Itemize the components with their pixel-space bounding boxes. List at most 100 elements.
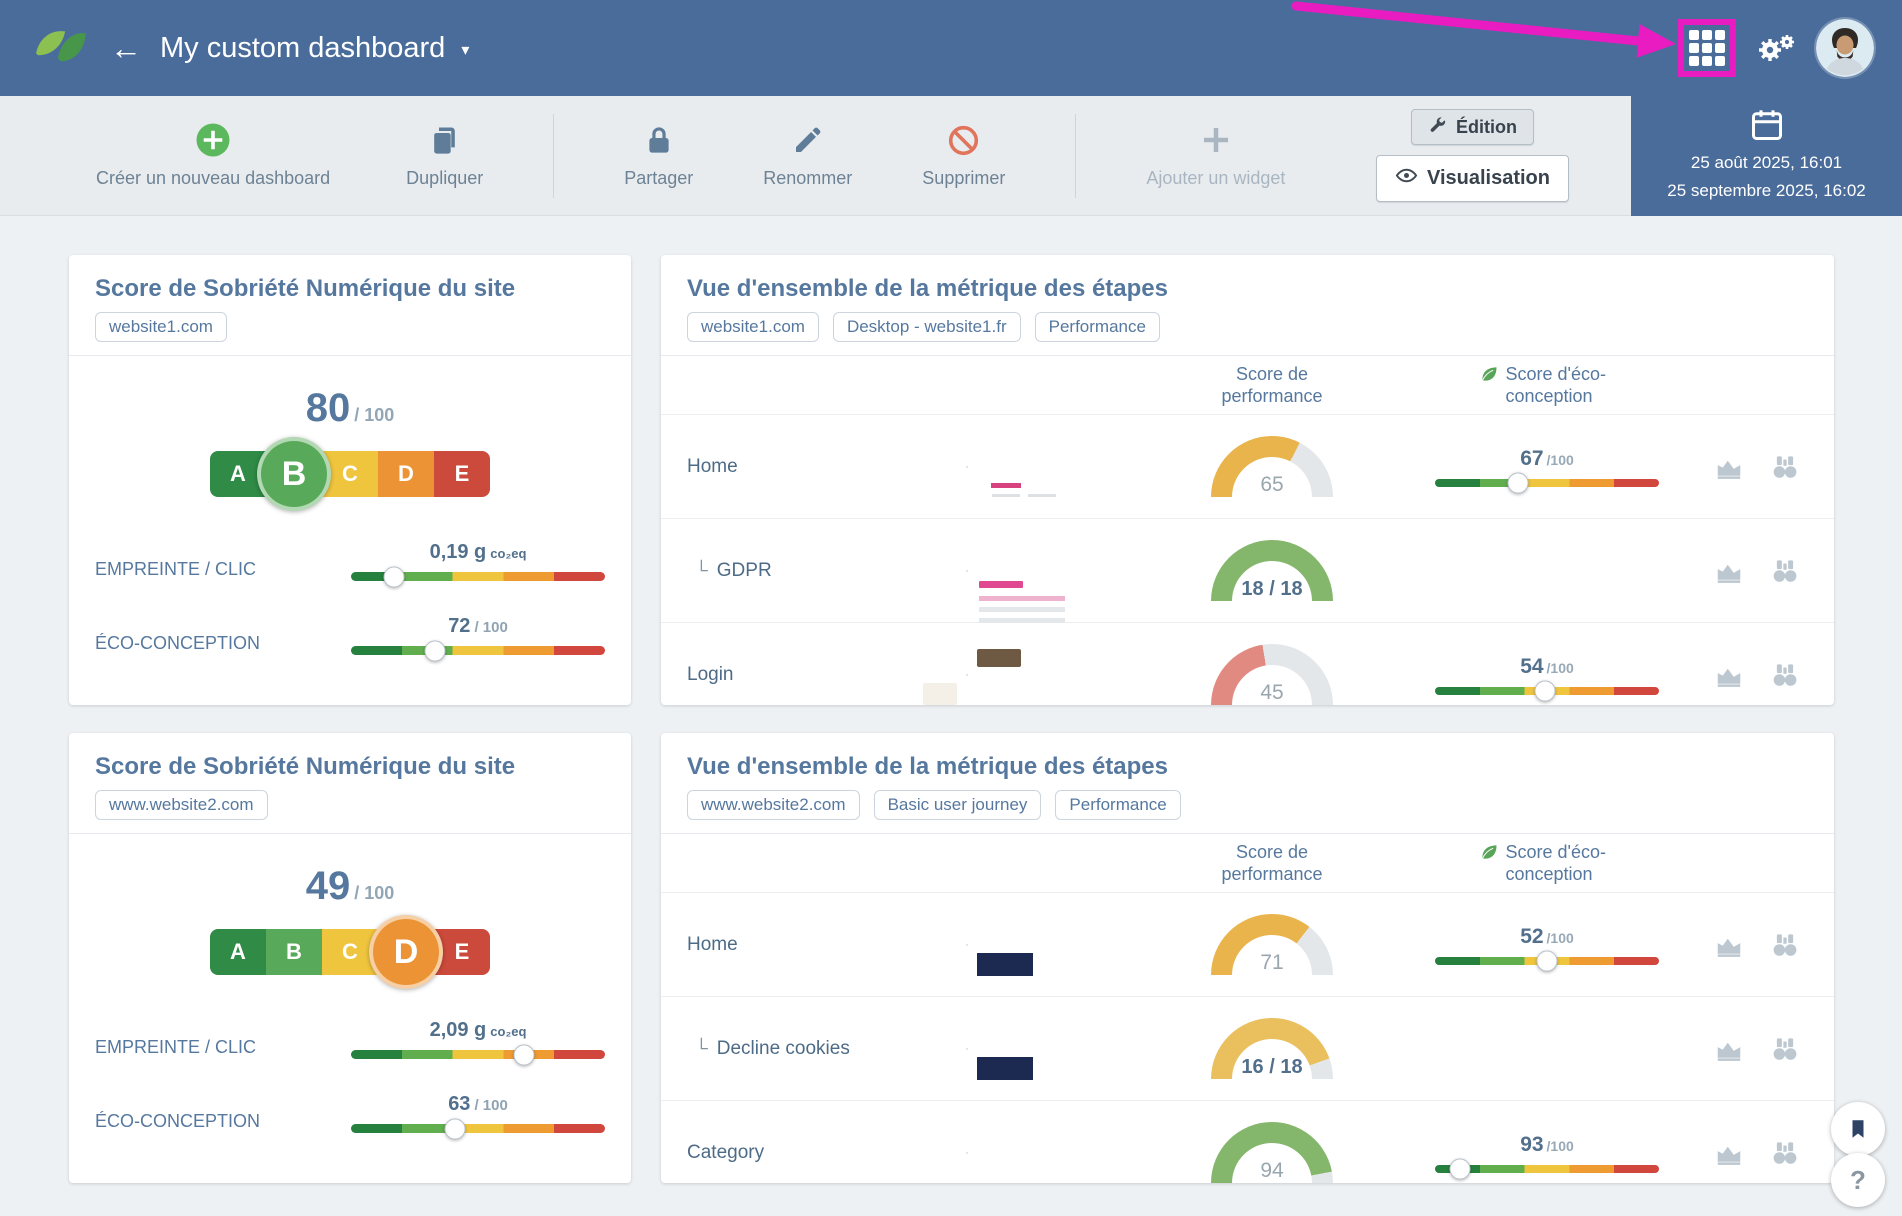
edition-button[interactable]: Édition xyxy=(1410,109,1534,145)
site-tag: www.website2.com xyxy=(687,790,860,820)
grade-cell-d: D xyxy=(378,451,434,497)
add-widget-button[interactable]: Ajouter un widget xyxy=(1146,122,1285,189)
widget-sobriety-score-2: Score de Sobriété Numérique du site www.… xyxy=(69,733,631,1183)
user-avatar[interactable] xyxy=(1816,19,1874,77)
divider xyxy=(661,355,1834,356)
step-name: Category xyxy=(687,1141,765,1163)
gauge-value: 45 xyxy=(1260,681,1284,704)
chart-icon[interactable] xyxy=(1714,1138,1744,1168)
widget-steps-overview-2: Vue d'ensemble de la métrique des étapes… xyxy=(661,733,1834,1183)
share-button[interactable]: Partager xyxy=(624,122,693,189)
dashboard-selector[interactable]: My custom dashboard ▾ xyxy=(160,32,469,65)
dashboard-content: Score de Sobriété Numérique du site webs… xyxy=(0,216,1902,1183)
question-mark-icon: ? xyxy=(1850,1164,1866,1195)
delete-button[interactable]: Supprimer xyxy=(922,122,1005,189)
selected-grade-badge: B xyxy=(257,437,331,511)
plus-icon xyxy=(1198,122,1234,158)
site-tag: website1.com xyxy=(95,312,227,342)
dashboard-toolbar: Créer un nouveau dashboard Dupliquer Par… xyxy=(0,95,1902,216)
topbar: ← My custom dashboard ▾ xyxy=(0,0,1902,96)
toolbar-divider xyxy=(553,113,555,198)
sobriety-score: 80/ 100 xyxy=(305,386,395,430)
grade-cell-c: C xyxy=(322,929,378,975)
metric-tag: Performance xyxy=(1034,312,1160,342)
slider-knob xyxy=(383,566,405,587)
grade-cell-a: A xyxy=(210,451,266,497)
grade-scale: A B C D E D xyxy=(210,915,490,989)
rename-button[interactable]: Renommer xyxy=(763,122,852,189)
footprint-label: EMPREINTE / CLIC xyxy=(95,1037,257,1057)
slider-knob xyxy=(1507,472,1529,493)
date-range-picker[interactable]: 25 août 2025, 16:01 25 septembre 2025, 1… xyxy=(1631,95,1902,216)
binoculars-icon[interactable] xyxy=(1770,660,1800,690)
footprint-value: 0,19 g co₂eq xyxy=(429,541,527,563)
selected-grade-badge: D xyxy=(369,915,443,989)
eco-value: 63/ 100 xyxy=(448,1093,508,1115)
eco-score-slider xyxy=(1435,472,1659,493)
eco-score: 93/100 xyxy=(1397,1133,1697,1179)
leaf-icon xyxy=(1479,842,1499,862)
create-dashboard-button[interactable]: Créer un nouveau dashboard xyxy=(96,122,330,189)
gauge-value: 65 xyxy=(1260,473,1284,496)
help-button[interactable]: ? xyxy=(1831,1153,1885,1207)
visualisation-button[interactable]: Visualisation xyxy=(1375,155,1569,202)
performance-gauge: 16 / 18 xyxy=(1211,1018,1333,1079)
apps-grid-icon[interactable] xyxy=(1689,30,1725,66)
back-arrow-icon[interactable]: ← xyxy=(110,30,142,66)
bookmark-button[interactable] xyxy=(1831,1102,1885,1156)
date-start: 25 août 2025, 16:01 xyxy=(1690,153,1843,173)
step-row: Home 65 67/100 xyxy=(661,414,1834,518)
eco-score: 54/100 xyxy=(1397,655,1697,701)
journey-tag: Basic user journey xyxy=(873,790,1042,820)
settings-gears-icon[interactable] xyxy=(1754,29,1798,67)
eco-value: 72/ 100 xyxy=(448,615,508,637)
grade-cell-a: A xyxy=(210,929,266,975)
footprint-value: 2,09 g co₂eq xyxy=(429,1019,527,1041)
lock-icon xyxy=(641,122,677,158)
chart-icon[interactable] xyxy=(1714,556,1744,586)
binoculars-icon[interactable] xyxy=(1770,1034,1800,1064)
widget-title: Score de Sobriété Numérique du site xyxy=(95,275,516,302)
eco-score-slider xyxy=(1435,680,1659,701)
table-header-row: Score de performance Score d'éco-concept… xyxy=(661,834,1834,892)
performance-gauge: 65 xyxy=(1211,436,1333,497)
calendar-icon xyxy=(1751,110,1782,141)
step-name: └ Decline cookies xyxy=(695,1037,850,1059)
app-logo-leaf-icon[interactable] xyxy=(34,25,88,71)
slider-knob xyxy=(513,1044,535,1065)
eco-header: Score d'éco-conception xyxy=(1467,363,1627,408)
chart-icon[interactable] xyxy=(1714,660,1744,690)
step-row: Home 71 52/100 xyxy=(661,892,1834,996)
duplicate-button[interactable]: Dupliquer xyxy=(406,122,483,189)
slider-knob xyxy=(1534,680,1556,701)
grade-scale: A B C D E B xyxy=(210,437,490,511)
divider xyxy=(661,833,1834,834)
gauge-value: 16 / 18 xyxy=(1241,1056,1303,1078)
toolbar-divider xyxy=(1075,113,1077,198)
step-name: Home xyxy=(687,933,738,955)
eco-score-slider xyxy=(1435,950,1659,971)
binoculars-icon[interactable] xyxy=(1770,1138,1800,1168)
eco-label: ÉCO-CONCEPTION xyxy=(95,1111,261,1131)
chart-icon[interactable] xyxy=(1714,452,1744,482)
binoculars-icon[interactable] xyxy=(1770,556,1800,586)
grade-cell-c: C xyxy=(322,451,378,497)
performance-gauge: 94 xyxy=(1211,1122,1333,1183)
slider-knob xyxy=(1449,1158,1471,1179)
grade-cell-b: B xyxy=(266,929,322,975)
table-header-row: Score de performance Score d'éco-concept… xyxy=(661,356,1834,414)
site-tag: www.website2.com xyxy=(95,790,268,820)
gauge-value: 94 xyxy=(1260,1159,1284,1182)
perf-header: Score de performance xyxy=(1221,363,1323,407)
step-name: └ GDPR xyxy=(695,559,772,581)
perf-header: Score de performance xyxy=(1221,841,1323,885)
chart-icon[interactable] xyxy=(1714,930,1744,960)
eco-header: Score d'éco-conception xyxy=(1467,841,1627,886)
step-row: Login 45 54/100 xyxy=(661,622,1834,705)
page-title: My custom dashboard xyxy=(160,31,446,64)
chart-icon[interactable] xyxy=(1714,1034,1744,1064)
sobriety-score: 49/ 100 xyxy=(305,864,395,908)
binoculars-icon[interactable] xyxy=(1770,930,1800,960)
pencil-icon xyxy=(790,122,826,158)
binoculars-icon[interactable] xyxy=(1770,452,1800,482)
